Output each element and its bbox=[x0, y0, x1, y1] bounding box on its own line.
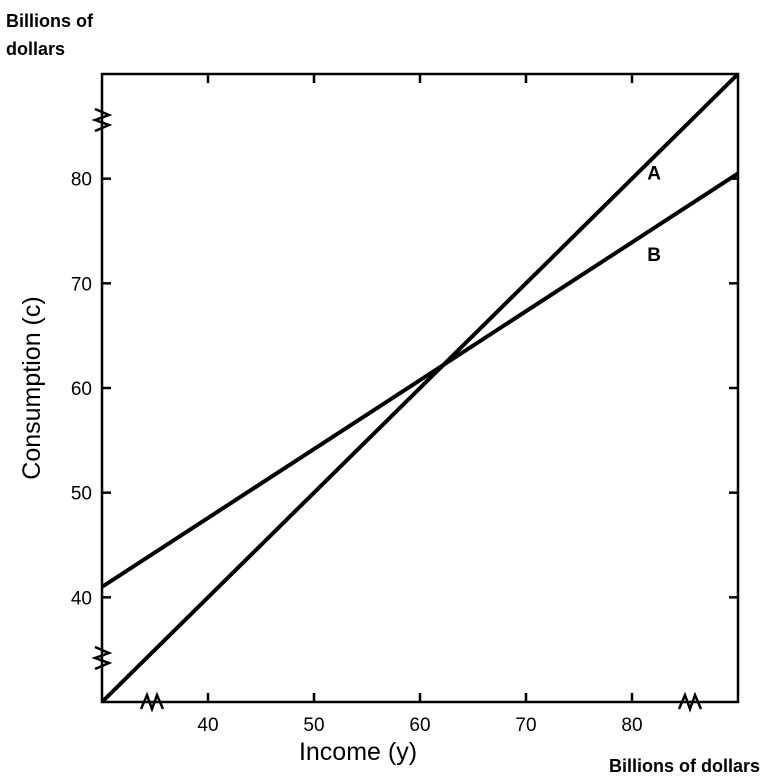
axis-breaks bbox=[91, 107, 703, 713]
x-axis-break-mark bbox=[677, 691, 703, 713]
y-tick-label: 40 bbox=[71, 588, 92, 609]
x-axis-break-mark bbox=[139, 691, 165, 713]
x-tick-label: 60 bbox=[409, 715, 430, 736]
tick-marks bbox=[102, 74, 738, 702]
x-unit-label: Billions of dollars bbox=[609, 756, 760, 776]
x-axis-label: Income (y) bbox=[299, 738, 417, 766]
y-unit-label-line1: Billions of bbox=[6, 11, 94, 31]
x-tick-label: 50 bbox=[303, 715, 324, 736]
series-label-a: A bbox=[647, 163, 661, 184]
y-tick-label: 70 bbox=[71, 274, 92, 295]
series-lines: AB bbox=[100, 72, 740, 704]
y-tick-label: 80 bbox=[71, 170, 92, 191]
series-line-b bbox=[100, 171, 740, 589]
x-tick-label: 80 bbox=[621, 715, 642, 736]
x-tick-label: 40 bbox=[197, 715, 218, 736]
series-label-b: B bbox=[647, 245, 661, 266]
y-axis-break-mark bbox=[91, 107, 113, 133]
y-axis-label: Consumption (c) bbox=[18, 296, 46, 479]
x-tick-label: 70 bbox=[515, 715, 536, 736]
y-tick-label: 50 bbox=[71, 484, 92, 505]
series-line-a bbox=[100, 72, 740, 704]
y-tick-label: 60 bbox=[71, 379, 92, 400]
tick-labels: 40 50 60 70 80 40 50 60 70 80 bbox=[71, 170, 643, 736]
y-unit-label-line2: dollars bbox=[6, 39, 65, 59]
y-axis-break-mark bbox=[91, 645, 113, 671]
